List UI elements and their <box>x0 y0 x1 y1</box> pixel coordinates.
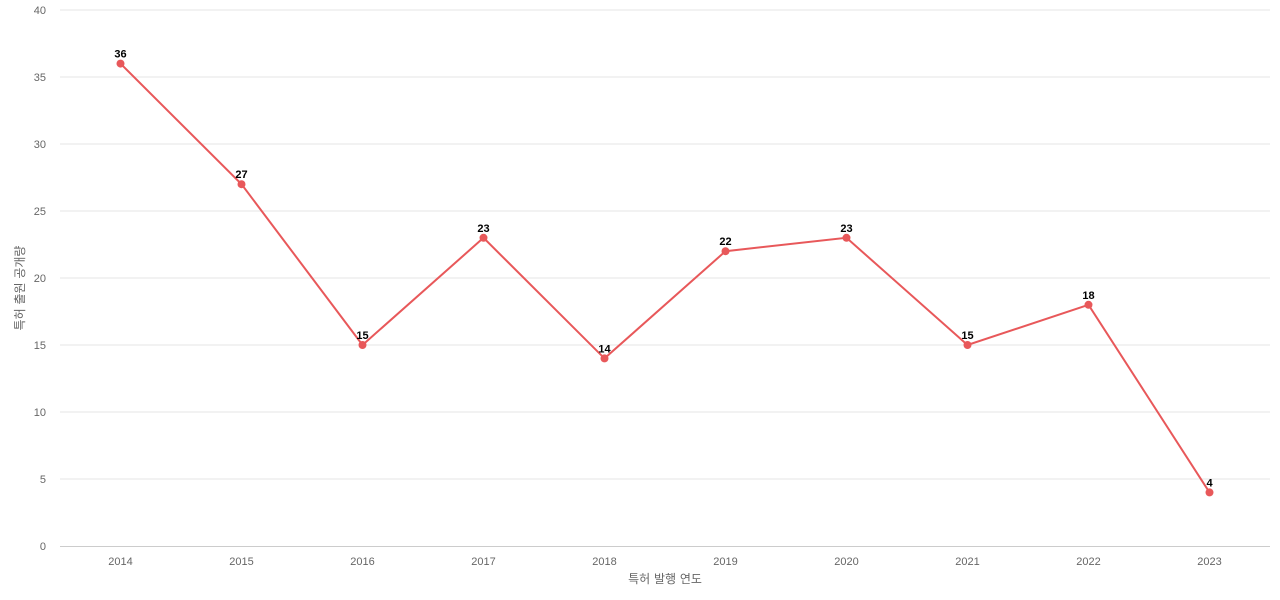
x-tick-label: 2021 <box>955 556 979 568</box>
y-tick-label: 30 <box>34 139 46 151</box>
data-label: 18 <box>1082 290 1094 302</box>
data-label: 14 <box>598 343 611 355</box>
x-tick-label: 2019 <box>713 556 737 568</box>
x-tick-label: 2022 <box>1076 556 1100 568</box>
data-point[interactable] <box>116 59 125 68</box>
y-tick-label: 5 <box>40 474 46 486</box>
data-point[interactable] <box>237 180 246 189</box>
y-tick-label: 20 <box>34 273 46 285</box>
data-point[interactable] <box>842 233 851 242</box>
data-label: 36 <box>114 49 126 61</box>
x-axis-ticks: 2014 2015 2016 2017 2018 2019 2020 2021 2022 2023 <box>108 556 1221 568</box>
data-point[interactable] <box>1084 300 1093 309</box>
data-label: 23 <box>840 223 852 235</box>
data-label: 27 <box>235 169 247 181</box>
grid-lines <box>60 9 1270 480</box>
series-group <box>119 62 1211 493</box>
x-tick-label: 2018 <box>592 556 616 568</box>
data-labels: 36 27 15 23 14 22 23 15 18 4 <box>114 49 1213 490</box>
data-point[interactable] <box>479 233 488 242</box>
data-points <box>116 59 1214 497</box>
x-tick-label: 2015 <box>229 556 253 568</box>
y-tick-label: 35 <box>34 72 46 84</box>
y-tick-label: 10 <box>34 407 46 419</box>
series-line <box>119 62 1211 493</box>
data-label: 23 <box>477 223 489 235</box>
data-point[interactable] <box>600 354 609 363</box>
y-axis-title: 특허 출원 공개량 <box>13 246 27 331</box>
data-point[interactable] <box>721 247 730 256</box>
y-tick-label: 0 <box>40 541 46 553</box>
y-axis-ticks: 0 5 10 15 20 25 30 35 40 <box>34 5 46 553</box>
data-point[interactable] <box>358 341 367 349</box>
data-label: 22 <box>719 236 731 248</box>
data-point[interactable] <box>1205 488 1214 497</box>
data-label: 15 <box>961 330 973 342</box>
x-tick-label: 2020 <box>834 556 858 568</box>
data-point[interactable] <box>963 341 972 349</box>
x-tick-label: 2016 <box>350 556 374 568</box>
x-tick-label: 2014 <box>108 556 132 568</box>
y-tick-label: 25 <box>34 206 46 218</box>
x-axis-title: 특허 발행 연도 <box>628 571 702 586</box>
y-tick-label: 15 <box>34 340 46 352</box>
data-label: 4 <box>1206 477 1213 489</box>
x-tick-label: 2023 <box>1197 556 1221 568</box>
x-tick-label: 2017 <box>471 556 495 568</box>
y-tick-label: 40 <box>34 5 46 17</box>
data-label: 15 <box>356 330 368 342</box>
